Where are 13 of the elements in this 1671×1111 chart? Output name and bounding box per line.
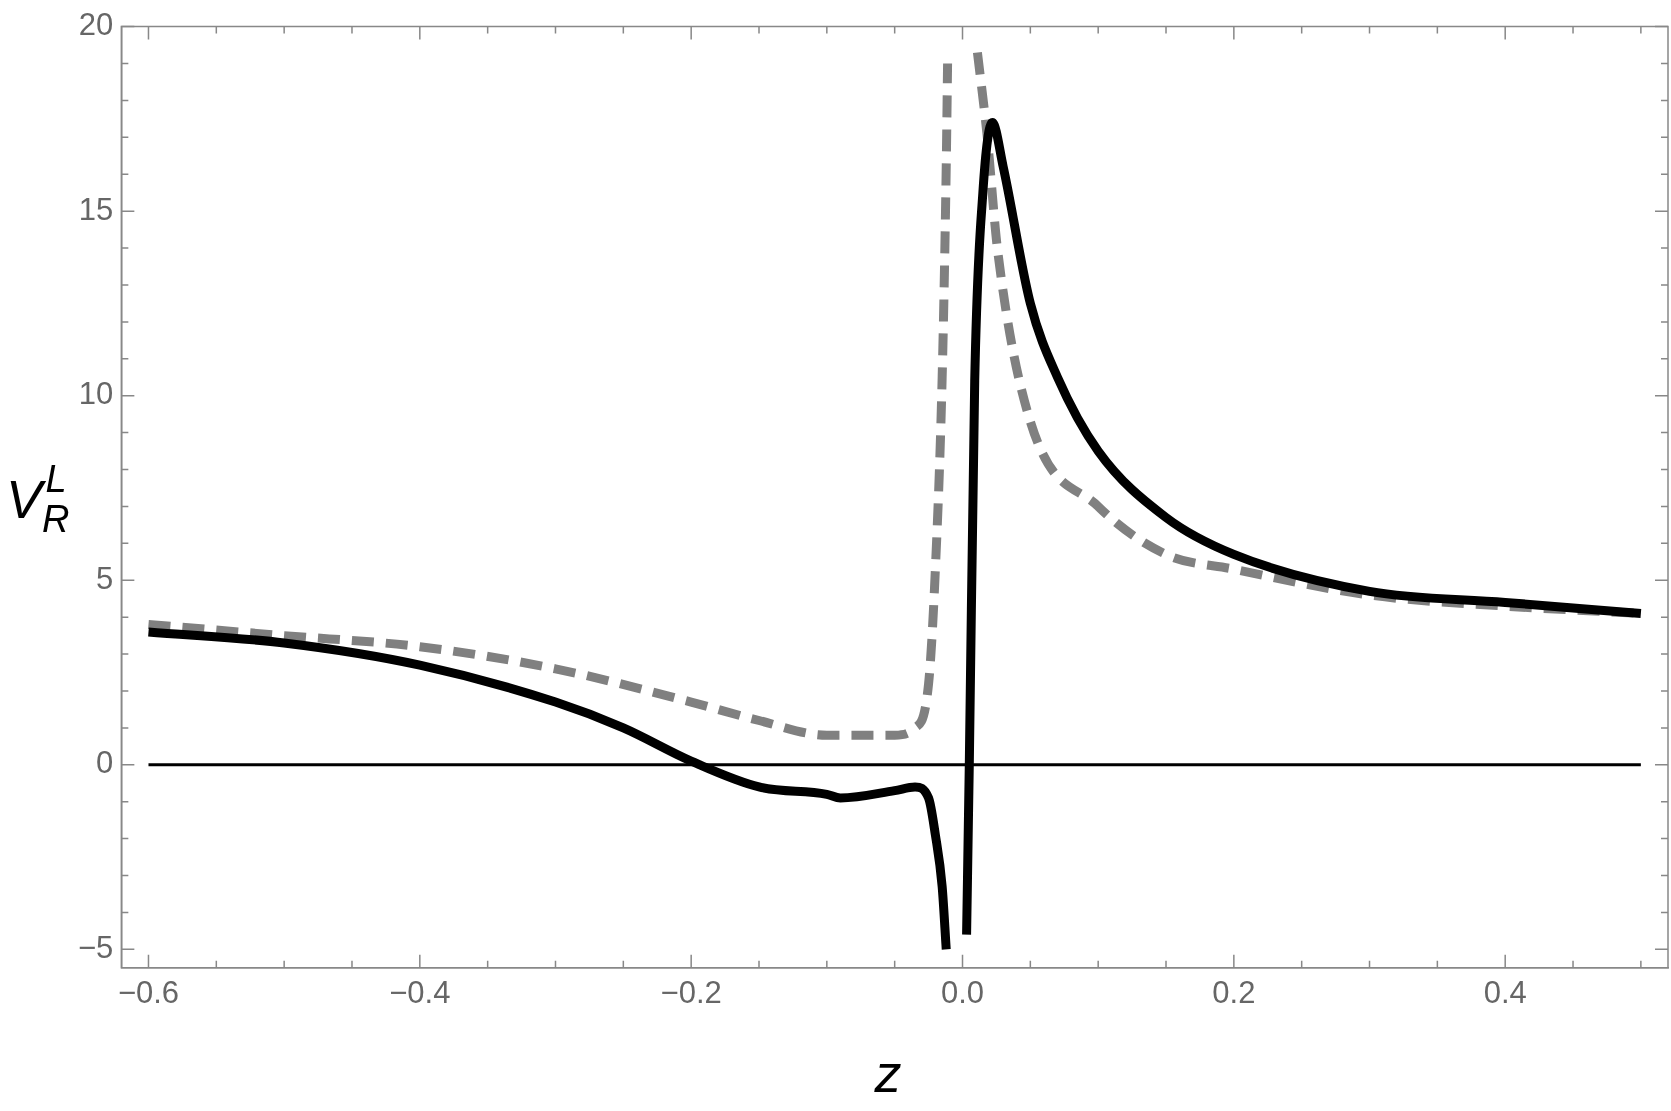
y-tick-label: 0 bbox=[96, 745, 114, 781]
x-tick-label: 0.0 bbox=[940, 974, 985, 1010]
x-axis-title: z bbox=[873, 1042, 903, 1104]
y-tick-label: 5 bbox=[96, 560, 114, 596]
x-tick-label: −0.2 bbox=[660, 974, 722, 1010]
x-tick-label: −0.4 bbox=[389, 974, 451, 1010]
y-tick-label: 15 bbox=[78, 191, 114, 227]
y-tick-label: 20 bbox=[78, 7, 114, 43]
y-tick-label: 10 bbox=[78, 376, 114, 412]
x-tick-label: 0.2 bbox=[1212, 974, 1256, 1010]
x-tick-label: −0.6 bbox=[117, 974, 180, 1010]
x-tick-label: 0.4 bbox=[1483, 974, 1527, 1010]
y-tick-label: −5 bbox=[77, 929, 114, 965]
